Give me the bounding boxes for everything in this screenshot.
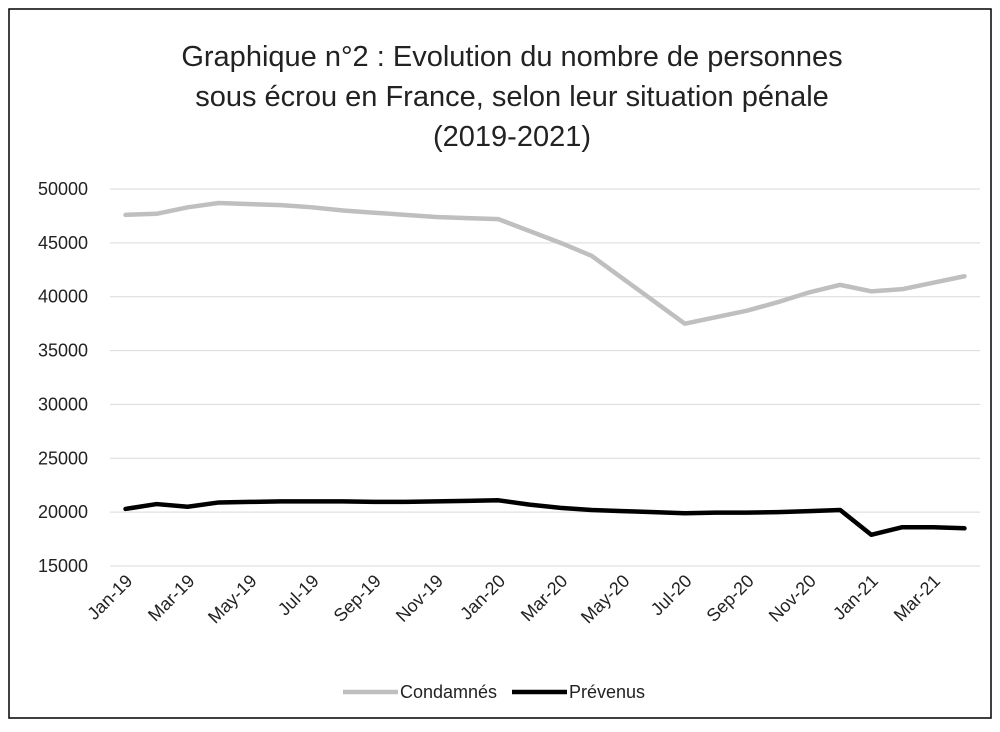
line-series xyxy=(123,200,967,326)
chart-title: sous écrou en France, selon leur situati… xyxy=(195,81,829,113)
legend-label: Condamnés xyxy=(400,682,497,702)
y-tick-label: 35000 xyxy=(38,341,88,361)
line-series xyxy=(123,498,967,538)
y-tick-label: 15000 xyxy=(38,556,88,576)
y-tick-label: 25000 xyxy=(38,448,88,468)
y-tick-label: 45000 xyxy=(38,233,88,253)
legend-label: Prévenus xyxy=(569,682,645,702)
y-tick-label: 30000 xyxy=(38,394,88,414)
chart-title: (2019-2021) xyxy=(433,121,591,153)
y-tick-label: 20000 xyxy=(38,502,88,522)
y-tick-label: 40000 xyxy=(38,287,88,307)
chart-title: Graphique n°2 : Evolution du nombre de p… xyxy=(181,41,842,73)
y-tick-label: 50000 xyxy=(38,179,88,199)
chart-frame xyxy=(8,8,992,719)
